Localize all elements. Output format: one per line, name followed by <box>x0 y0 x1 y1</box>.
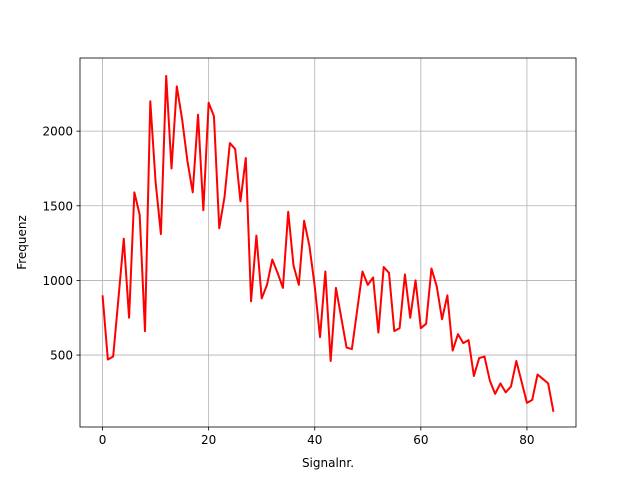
x-tick-label: 60 <box>413 433 428 447</box>
x-tick-label: 20 <box>201 433 216 447</box>
x-tick-label: 80 <box>519 433 534 447</box>
x-tick-label: 0 <box>99 433 107 447</box>
y-tick-label: 2000 <box>42 125 73 139</box>
y-tick-label: 1000 <box>42 274 73 288</box>
x-tick-label: 40 <box>307 433 322 447</box>
plot-frame <box>79 57 577 428</box>
y-tick-label: 500 <box>50 349 73 363</box>
y-tick-label: 1500 <box>42 199 73 213</box>
x-axis-label: Signalnr. <box>302 456 354 470</box>
series-line <box>101 74 555 412</box>
axis-ticks: 0 20 40 60 80 500 1000 1500 2000 <box>42 125 534 447</box>
y-axis-label: Frequenz <box>15 215 29 270</box>
data-series <box>101 74 555 412</box>
